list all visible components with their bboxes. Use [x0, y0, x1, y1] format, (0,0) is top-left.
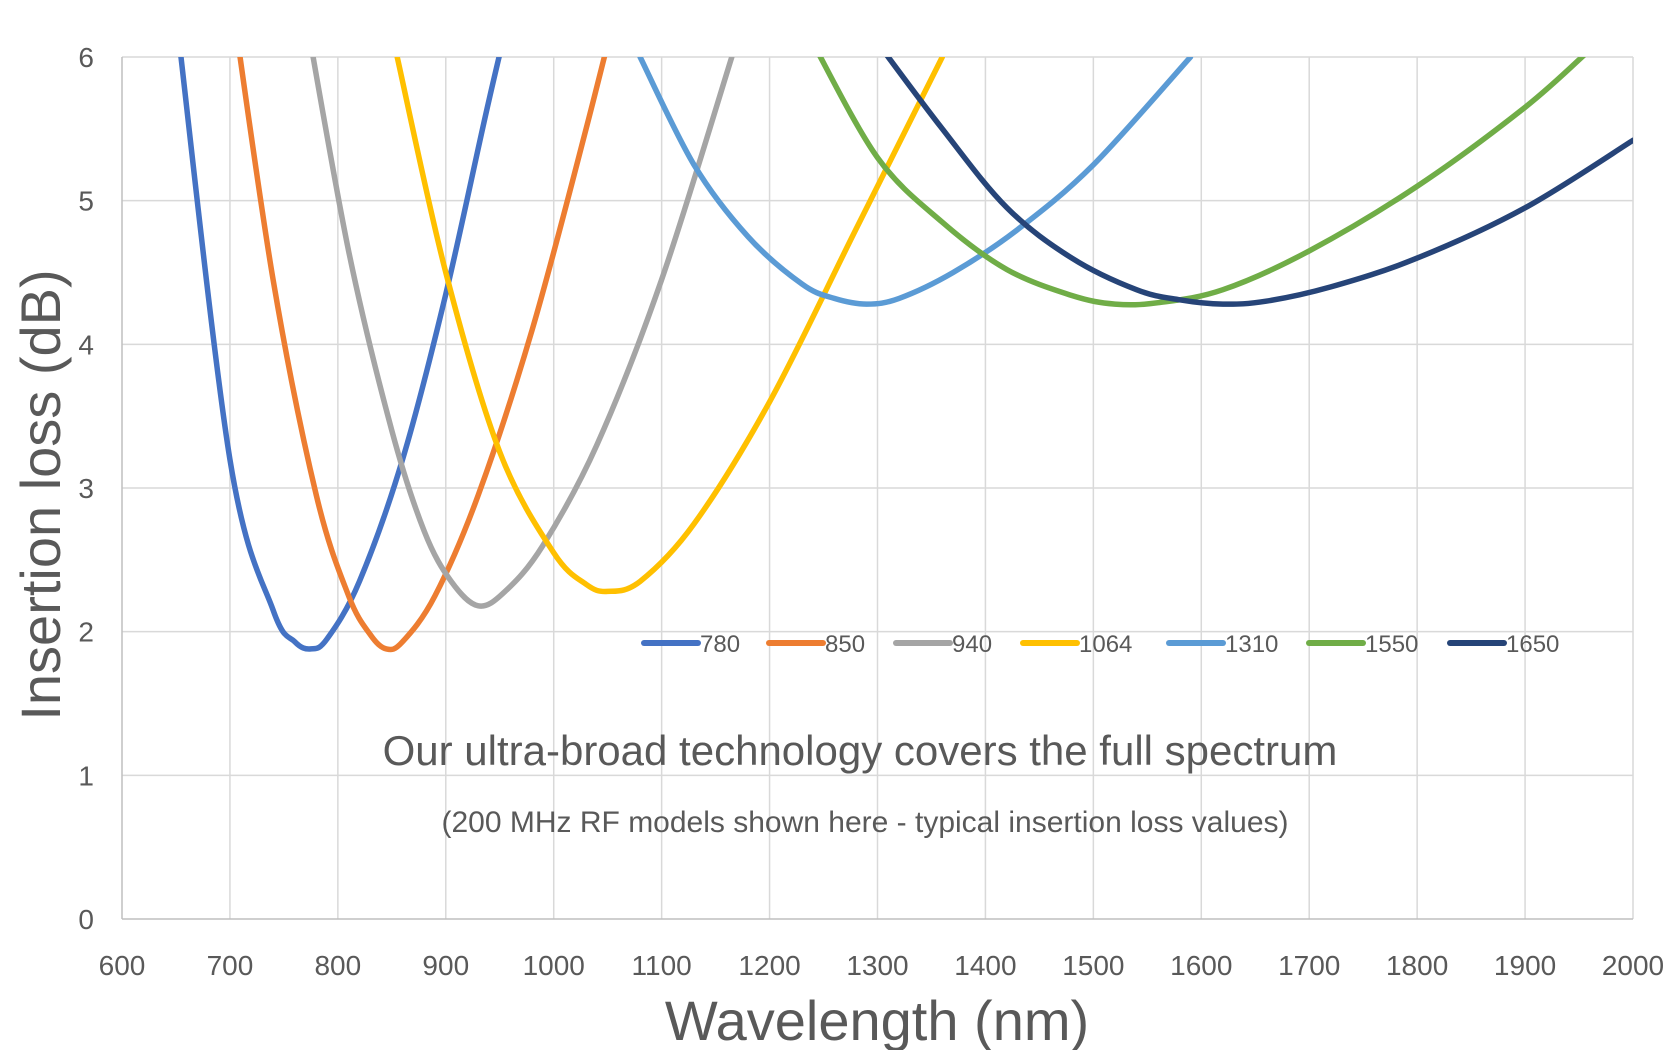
x-tick-label: 600	[99, 950, 146, 981]
legend-label-940: 940	[952, 631, 992, 658]
legend-label-1310: 1310	[1225, 631, 1278, 658]
x-tick-label: 1800	[1386, 950, 1448, 981]
x-tick-label: 1200	[738, 950, 800, 981]
y-tick-label: 5	[78, 186, 94, 217]
x-tick-label: 1000	[523, 950, 585, 981]
y-axis-title: Insertion loss (dB)	[9, 269, 72, 720]
y-tick-label: 3	[78, 473, 94, 504]
x-tick-label: 2000	[1602, 950, 1664, 981]
gridlines	[122, 56, 1634, 919]
y-tick-label: 1	[78, 760, 94, 791]
series-line-1650	[884, 57, 1633, 307]
legend: 780 850 940 1064 1310 1550 1650	[641, 631, 1559, 658]
legend-label-1064: 1064	[1079, 631, 1132, 658]
x-tick-label: 1900	[1494, 950, 1556, 981]
series-line-1550	[817, 57, 1587, 308]
x-tick-label: 1100	[632, 950, 692, 981]
y-tick-label: 4	[78, 329, 94, 360]
series-line-780	[178, 57, 502, 652]
y-tick-label: 0	[78, 904, 94, 935]
series-lines	[178, 57, 1633, 653]
x-tick-label: 1400	[954, 950, 1016, 981]
tick-labels: 600 700 800 900 1000 1100 1200 1300 1400 1500 1600…	[78, 42, 1664, 981]
series-line-850	[237, 57, 608, 653]
x-tick-label: 1500	[1062, 950, 1124, 981]
x-tick-label: 700	[207, 950, 254, 981]
annotation-headline: Our ultra-broad technology covers the fu…	[383, 727, 1338, 774]
annotation-subtitle: (200 MHz RF models shown here - typical …	[442, 806, 1289, 839]
x-tick-label: 1300	[846, 950, 908, 981]
legend-label-1550: 1550	[1365, 631, 1418, 658]
x-tick-label: 1600	[1170, 950, 1232, 981]
x-tick-label: 1700	[1278, 950, 1340, 981]
legend-label-780: 780	[700, 631, 740, 658]
series-line-940	[310, 57, 735, 609]
series-line-1310	[637, 57, 1194, 307]
y-tick-label: 6	[78, 42, 94, 73]
x-tick-label: 900	[422, 950, 469, 981]
y-tick-label: 2	[78, 617, 94, 648]
axes	[121, 57, 1633, 920]
x-tick-label: 800	[314, 950, 361, 981]
legend-label-1650: 1650	[1506, 631, 1559, 658]
legend-label-850: 850	[825, 631, 865, 658]
x-axis-title: Wavelength (nm)	[665, 989, 1089, 1050]
